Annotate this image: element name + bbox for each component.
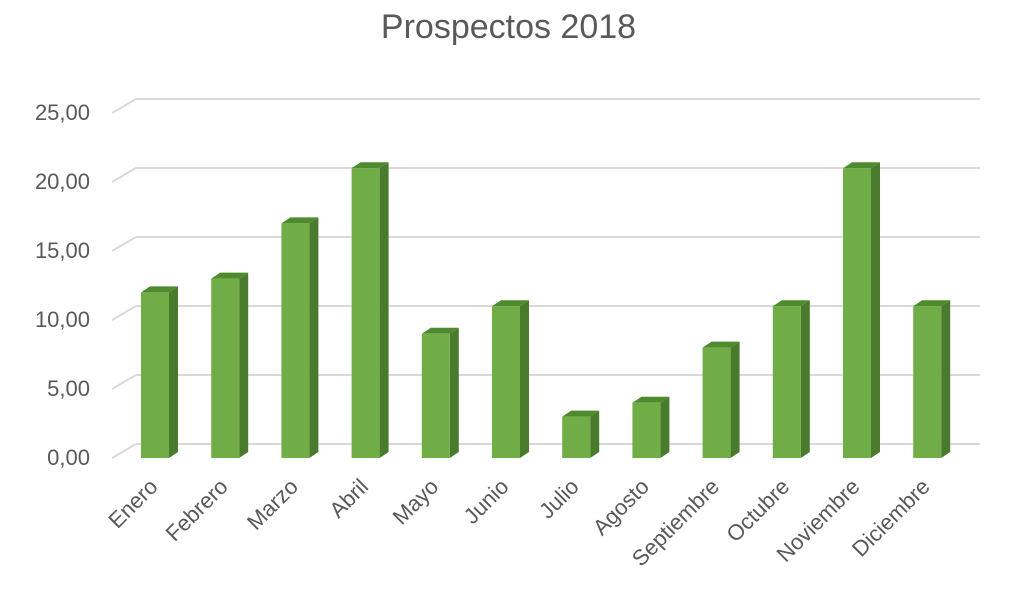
- bar: [492, 300, 529, 458]
- x-tick-label: Julio: [534, 474, 584, 524]
- x-tick-label: Diciembre: [847, 474, 935, 562]
- bar-top: [772, 300, 810, 307]
- bar-top: [211, 272, 249, 279]
- bar: [913, 300, 951, 458]
- bar-front: [772, 306, 801, 458]
- bar-front: [492, 306, 520, 458]
- bar-top: [421, 327, 459, 334]
- bar-side: [449, 327, 459, 458]
- bar-top: [843, 162, 880, 169]
- bar: [632, 396, 670, 458]
- gridline-depth: [111, 443, 137, 459]
- gridline-depth: [111, 305, 137, 321]
- bar-side: [590, 410, 600, 458]
- x-tick-label: Abril: [324, 474, 373, 523]
- chart-title: Prospectos 2018: [380, 8, 637, 46]
- bar-front: [913, 306, 942, 458]
- bar: [351, 162, 389, 458]
- bar-front: [281, 223, 310, 458]
- bar-side: [800, 300, 810, 458]
- x-tick-label: Febrero: [161, 474, 233, 546]
- bar: [772, 300, 810, 458]
- bar-top: [702, 341, 740, 348]
- bar-front: [632, 402, 661, 458]
- bar-side: [660, 396, 670, 458]
- bar-side: [941, 300, 951, 458]
- bar-top: [492, 300, 529, 307]
- bar: [562, 410, 600, 458]
- bar-front: [702, 347, 731, 458]
- bar: [281, 217, 319, 458]
- x-tick-label: Enero: [103, 474, 162, 533]
- bar: [211, 272, 249, 458]
- bar-side: [169, 286, 178, 458]
- bar-top: [281, 217, 319, 224]
- y-tick-label: 5,00: [47, 376, 90, 401]
- bar-top: [913, 300, 951, 307]
- bar-front: [421, 333, 450, 458]
- bar-front: [211, 278, 240, 458]
- x-tick-label: Marzo: [242, 474, 303, 535]
- bar: [702, 341, 740, 458]
- y-tick-label: 15,00: [35, 238, 90, 263]
- x-tick-label: Octubre: [721, 474, 794, 547]
- bar-side: [871, 162, 880, 458]
- bar-side: [309, 217, 319, 458]
- bar-top: [632, 396, 670, 403]
- bar: [421, 327, 459, 458]
- x-tick-label: Mayo: [388, 474, 444, 530]
- x-tick-label: Junio: [459, 474, 514, 529]
- x-tick-label: Agosto: [588, 474, 654, 540]
- y-tick-label: 25,00: [35, 100, 90, 125]
- gridline-depth: [111, 167, 137, 183]
- bar-front: [562, 416, 591, 458]
- bar-top: [562, 410, 600, 417]
- bar-side: [379, 162, 389, 458]
- y-tick-label: 10,00: [35, 307, 90, 332]
- bar: [843, 162, 880, 458]
- bar-top: [141, 286, 178, 293]
- bar-top: [351, 162, 389, 169]
- bar-side: [239, 272, 249, 458]
- bar-front: [351, 168, 380, 458]
- bar-front: [141, 292, 169, 458]
- bar-side: [730, 341, 740, 458]
- bar: [141, 286, 178, 458]
- y-tick-label: 0,00: [47, 445, 90, 470]
- bar-side: [520, 300, 529, 458]
- gridline-depth: [111, 374, 137, 390]
- bar-front: [843, 168, 871, 458]
- gridline-depth: [111, 98, 137, 114]
- gridline-depth: [111, 236, 137, 252]
- y-tick-label: 20,00: [35, 169, 90, 194]
